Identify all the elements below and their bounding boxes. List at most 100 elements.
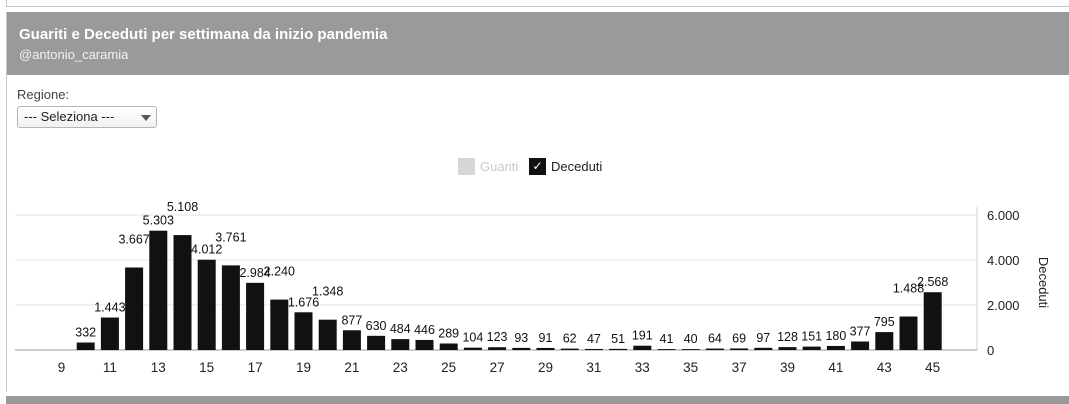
x-tick-label: 25 [441, 360, 456, 375]
x-tick-label: 19 [296, 360, 311, 375]
data-label: 377 [850, 325, 871, 339]
data-label: 3.667 [118, 232, 149, 246]
chart-title: Guariti e Deceduti per settimana da iniz… [19, 26, 388, 43]
region-filter-label: Regione: [17, 87, 70, 102]
chevron-down-icon [141, 115, 151, 121]
data-label: 332 [75, 326, 96, 340]
bar [633, 345, 652, 350]
data-label: 151 [801, 330, 822, 344]
bar [367, 335, 386, 350]
bar [826, 345, 845, 350]
x-tick-label: 11 [103, 360, 117, 375]
bar [76, 342, 95, 350]
x-tick-label: 9 [58, 360, 66, 375]
bar [342, 330, 361, 350]
next-widget-header-edge [6, 396, 1069, 404]
data-label: 484 [390, 322, 411, 336]
data-label: 4.012 [191, 243, 222, 257]
data-label: 1.488 [893, 282, 924, 296]
region-select-value: --- Seleziona --- [24, 109, 115, 124]
unchecked-box-icon [458, 158, 475, 175]
x-tick-label: 35 [683, 360, 698, 375]
region-select[interactable]: --- Seleziona --- [17, 106, 157, 128]
data-label: 51 [611, 332, 625, 346]
bar [536, 347, 555, 350]
widget-header: Guariti e Deceduti per settimana da iniz… [7, 12, 1069, 75]
data-label: 877 [341, 313, 362, 327]
bar [778, 347, 797, 350]
data-label: 91 [539, 331, 553, 345]
bar [899, 316, 918, 350]
data-label: 40 [684, 332, 698, 346]
x-tick-label: 33 [635, 360, 650, 375]
x-tick-label: 17 [248, 360, 263, 375]
bar [730, 348, 749, 350]
data-label: 41 [660, 332, 674, 346]
bar [609, 348, 628, 350]
x-tick-label: 45 [925, 360, 940, 375]
data-label: 2.984 [239, 266, 270, 280]
x-tick-label: 41 [828, 360, 843, 375]
bar [173, 235, 192, 350]
bar [391, 339, 410, 350]
y-axis-title: Deceduti [1036, 257, 1051, 308]
x-tick-label: 23 [393, 360, 408, 375]
bar [100, 317, 119, 350]
data-label: 3.761 [215, 230, 246, 244]
bar [705, 348, 724, 350]
bar [246, 282, 265, 350]
data-label: 123 [487, 330, 508, 344]
data-label: 5.303 [143, 214, 174, 228]
bar [463, 347, 482, 350]
data-label: 62 [563, 332, 577, 346]
data-label: 446 [414, 323, 435, 337]
bar [197, 259, 216, 350]
x-tick-label: 43 [877, 360, 892, 375]
checkmark-icon: ✓ [529, 158, 546, 175]
legend-label-guariti: Guariti [480, 159, 519, 174]
bar [294, 312, 313, 350]
data-label: 289 [438, 326, 459, 340]
legend-label-deceduti: Deceduti [551, 159, 603, 174]
y-tick-label: 4.000 [987, 253, 1020, 268]
data-label: 1.348 [312, 285, 343, 299]
bar [681, 349, 700, 350]
y-tick-label: 0 [987, 343, 994, 358]
data-label: 2.240 [264, 265, 295, 279]
bar [802, 346, 821, 350]
x-tick-label: 37 [732, 360, 747, 375]
x-tick-label: 29 [538, 360, 553, 375]
y-tick-label: 2.000 [987, 298, 1020, 313]
bar [270, 299, 289, 350]
bar [512, 347, 531, 350]
data-label: 180 [825, 329, 846, 343]
bar [754, 347, 773, 350]
bar [851, 341, 870, 350]
chart-legend: Guariti ✓ Deceduti [7, 158, 1069, 176]
bar [125, 267, 144, 350]
bar [584, 348, 603, 350]
chart-widget: Guariti e Deceduti per settimana da iniz… [6, 12, 1069, 392]
bar [560, 348, 579, 350]
x-tick-label: 13 [151, 360, 166, 375]
data-label: 1.443 [94, 301, 125, 315]
y-tick-label: 6.000 [987, 208, 1020, 223]
data-label: 2.568 [917, 275, 948, 289]
x-tick-label: 15 [199, 360, 214, 375]
data-label: 630 [366, 319, 387, 333]
x-tick-label: 21 [344, 360, 359, 375]
x-tick-label: 31 [586, 360, 601, 375]
data-label: 104 [462, 331, 483, 345]
bar [221, 265, 240, 350]
data-label: 128 [777, 330, 798, 344]
bar [439, 343, 458, 350]
data-label: 97 [756, 331, 770, 345]
data-label: 69 [732, 331, 746, 345]
data-label: 64 [708, 332, 722, 346]
bar [657, 349, 676, 350]
data-label: 93 [514, 331, 528, 345]
x-tick-label: 27 [490, 360, 505, 375]
bar [318, 319, 337, 350]
bar [488, 347, 507, 350]
previous-widget-edge [6, 0, 1069, 7]
